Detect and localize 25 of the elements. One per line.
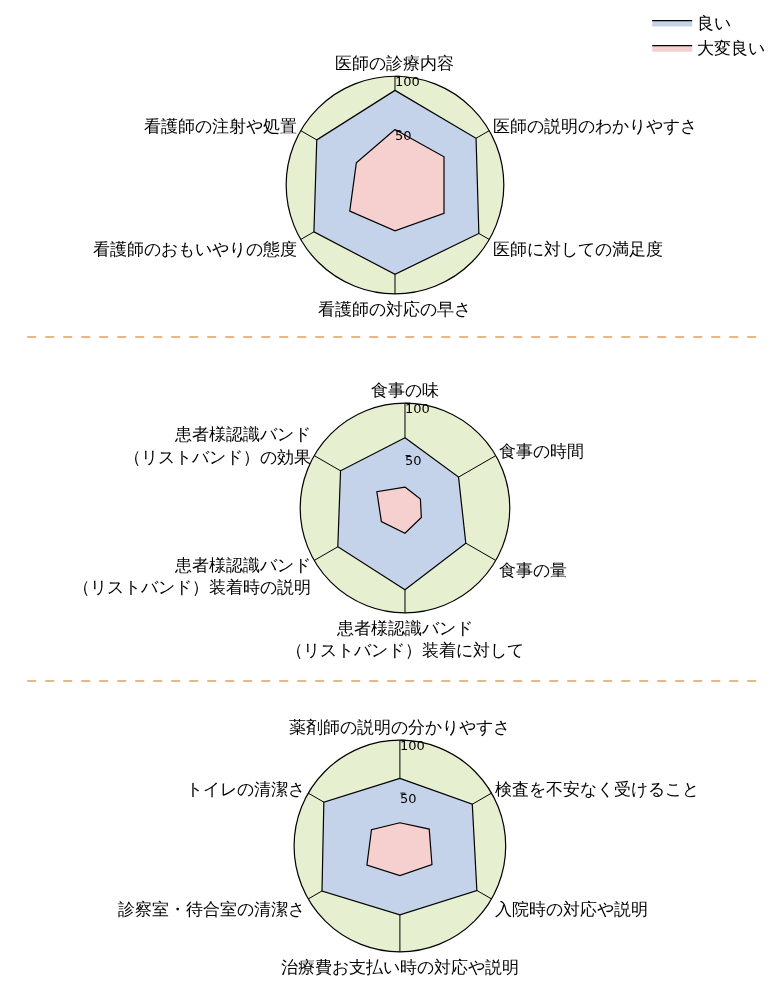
spoke-label: 看護師のおもいやりの態度 <box>93 239 298 260</box>
y-tick-label: 50 <box>399 790 417 806</box>
spoke-label: 看護師の対応の早さ <box>318 298 472 319</box>
spoke-label: 診察室・待合室の清潔さ <box>117 898 305 919</box>
spoke-label: 食事の味 <box>370 379 439 400</box>
y-tick-label: 50 <box>404 453 422 469</box>
spoke-label: 患者様認識バンド（リストバンド）装着に対して <box>285 617 524 660</box>
spoke-label: 治療費お支払い時の対応や説明 <box>280 956 519 977</box>
spoke-label: 入院時の対応や説明 <box>494 898 648 919</box>
y-tick-label: 100 <box>395 73 420 89</box>
legend-label: 良い <box>697 13 732 34</box>
spoke-label: 看護師の注射や処置 <box>144 116 298 137</box>
spoke-label: 医師の説明のわかりやすさ <box>492 116 697 137</box>
y-tick-label: 100 <box>399 737 425 753</box>
spoke-label: 医師の診療内容 <box>335 52 455 73</box>
spoke-label: トイレの清潔さ <box>185 778 305 799</box>
spoke-label: 医師に対しての満足度 <box>492 239 663 260</box>
spoke-label: 患者様認識バンド（リストバンド）装着時の説明 <box>72 554 311 597</box>
spoke-label: 患者様認識バンド（リストバンド）の効果 <box>123 424 311 467</box>
spoke-label: 検査を不安なく受けること <box>494 778 699 799</box>
spoke-label: 薬剤師の説明の分かりやすさ <box>289 716 511 737</box>
spoke-label: 食事の時間 <box>499 441 585 462</box>
legend-label: 大変良い <box>697 38 766 59</box>
spoke-label: 食事の量 <box>499 560 568 581</box>
y-tick-label: 100 <box>404 400 430 416</box>
